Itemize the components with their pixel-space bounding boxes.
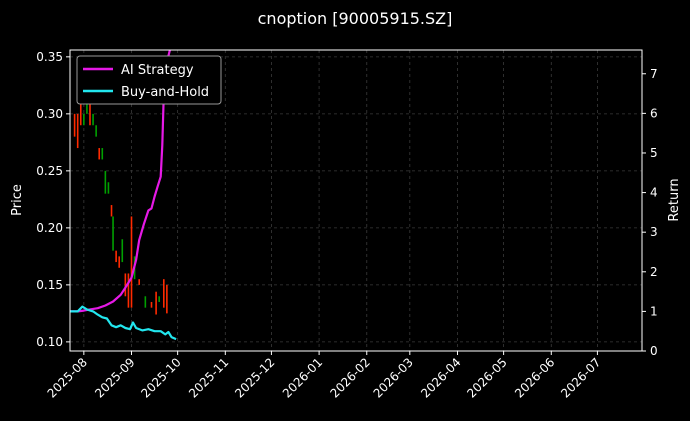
legend-label-buy-and-hold: Buy-and-Hold	[121, 85, 209, 100]
candle	[138, 279, 140, 285]
y-axis-left-title: Price	[10, 184, 25, 216]
candles	[73, 102, 168, 315]
y-right-tick-label: 2	[650, 265, 658, 279]
y-left-tick-label: 0.30	[36, 107, 63, 121]
y-left-tick-label: 0.15	[36, 278, 63, 292]
candle	[162, 279, 165, 308]
candle	[112, 216, 114, 251]
candle	[124, 273, 127, 297]
y-axis-right: 0 1 2 3 4 5 6 7	[642, 67, 658, 358]
candle	[110, 205, 113, 217]
legend-label-ai-strategy: AI Strategy	[121, 63, 194, 78]
y-right-tick-label: 4	[650, 186, 658, 200]
y-right-tick-label: 3	[650, 225, 658, 239]
y-right-tick-label: 0	[650, 344, 658, 358]
candle	[101, 148, 104, 160]
candle	[121, 239, 124, 263]
candle	[95, 125, 97, 137]
y-left-tick-label: 0.35	[36, 50, 63, 64]
candle	[144, 296, 147, 308]
candle	[76, 113, 79, 149]
y-right-tick-label: 5	[650, 146, 658, 160]
candle	[115, 250, 117, 263]
chart-title: cnoption [90005915.SZ]	[258, 9, 453, 28]
series-line-buy-and-hold	[70, 305, 177, 341]
y-right-tick-label: 1	[650, 304, 658, 318]
series-line-ai-strategy	[70, 49, 171, 313]
candle	[86, 102, 88, 114]
candle	[127, 273, 130, 308]
series-lines	[70, 49, 177, 341]
candle	[92, 113, 94, 126]
candle	[118, 256, 121, 268]
candle	[98, 148, 101, 160]
legend: AI Strategy Buy-and-Hold	[76, 55, 222, 105]
candle	[104, 170, 107, 194]
y-right-tick-label: 6	[650, 106, 658, 120]
candle	[130, 216, 133, 308]
candle	[83, 113, 85, 126]
candle	[89, 102, 91, 126]
plot-frame	[69, 49, 643, 352]
y-left-tick-label: 0.25	[36, 164, 63, 178]
candle	[155, 291, 157, 315]
y-left-tick-label: 0.10	[36, 335, 63, 349]
y-axis-right-title: Return	[667, 178, 682, 221]
y-right-tick-label: 7	[650, 67, 658, 81]
candle	[166, 284, 168, 314]
y-axis-left: 0.10 0.15 0.20 0.25 0.30 0.35	[36, 50, 70, 349]
candle	[158, 296, 160, 302]
candle	[107, 182, 110, 194]
candle	[79, 102, 82, 126]
y-left-tick-label: 0.20	[36, 221, 63, 235]
candle	[150, 301, 153, 308]
candle	[73, 113, 76, 137]
